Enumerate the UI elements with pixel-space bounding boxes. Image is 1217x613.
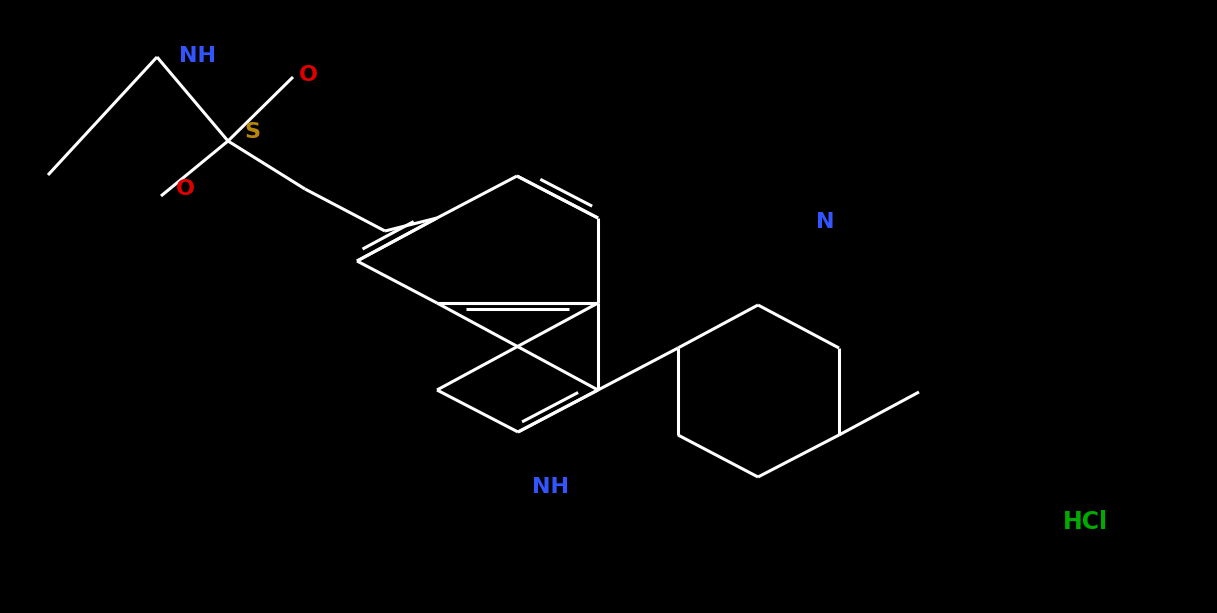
Text: O: O — [175, 179, 195, 199]
Text: NH: NH — [179, 47, 215, 66]
Text: HCl: HCl — [1062, 510, 1109, 535]
Text: NH: NH — [532, 478, 568, 497]
Text: N: N — [815, 212, 835, 232]
Text: O: O — [298, 65, 318, 85]
Text: S: S — [243, 122, 260, 142]
